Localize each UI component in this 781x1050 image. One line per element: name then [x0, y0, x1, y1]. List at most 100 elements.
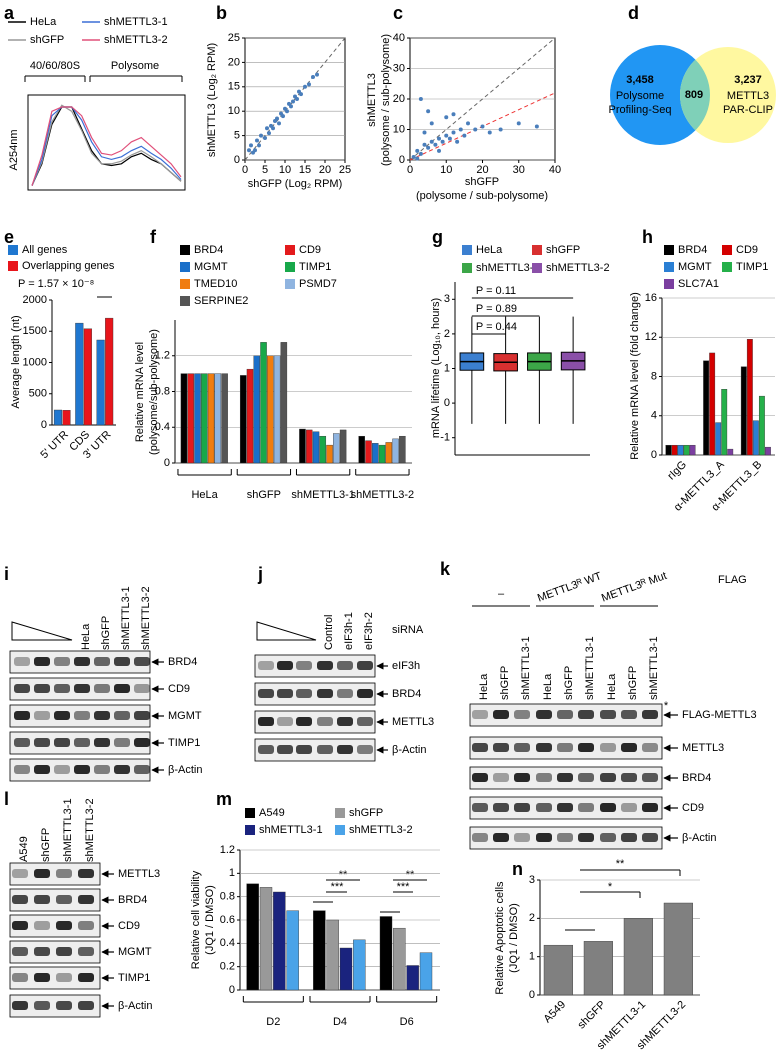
blot-band: [74, 684, 90, 693]
panel-letter: e: [4, 227, 14, 247]
y-axis-label: shMETTL3: [366, 73, 378, 127]
blot-band: [56, 895, 72, 904]
blot-band: [493, 803, 509, 812]
panel-letter: g: [432, 227, 443, 247]
blot-band: [74, 711, 90, 720]
point: [255, 138, 259, 143]
blot-band: [277, 745, 293, 754]
blot-band: [514, 773, 530, 782]
blot-band: [277, 689, 293, 698]
legend-label: HeLa: [30, 16, 57, 28]
dilution-triangle: [256, 621, 317, 641]
blot-band: [337, 745, 353, 754]
y-tick-label: 0: [234, 154, 240, 166]
y-tick-label: 15: [228, 81, 240, 93]
legend-label: MGMT: [194, 261, 228, 273]
blot-band: [34, 711, 50, 720]
bar: [326, 444, 333, 464]
point: [487, 130, 492, 135]
blot-band: [56, 1001, 72, 1010]
blot-band: [114, 711, 130, 720]
bar: [333, 433, 340, 464]
blot-band: [56, 973, 72, 982]
venn-set: [680, 47, 776, 143]
y-tick-label: 1500: [23, 325, 47, 337]
legend-swatch: [664, 262, 674, 272]
lane-label: shGFP: [499, 666, 511, 700]
blot-band: [557, 743, 573, 752]
y-tick-label: 30: [393, 62, 405, 74]
bar: [259, 887, 273, 991]
blot-strip: [9, 862, 101, 886]
blot-band: [472, 743, 488, 752]
y-tick-label: 0.8: [155, 385, 170, 397]
x-tick-label: 0: [242, 164, 248, 176]
point: [426, 109, 431, 114]
blot-band: [578, 710, 594, 719]
band-label: β-Actin: [118, 1000, 152, 1012]
point: [422, 142, 427, 147]
legend-swatch: [180, 279, 190, 289]
y-axis-label: Average length (nt): [10, 315, 22, 408]
point: [307, 82, 311, 87]
bar: [299, 428, 306, 464]
blot-band: [56, 921, 72, 930]
point: [437, 148, 441, 153]
blot-band: [536, 710, 552, 719]
band-label: TIMP1: [118, 972, 150, 984]
bar: [727, 448, 734, 456]
annotation: ***: [397, 881, 411, 893]
legend-label: TIMP1: [736, 261, 768, 273]
x-tick-label: 15: [299, 164, 311, 176]
legend-swatch: [8, 261, 18, 271]
blot-band: [317, 689, 333, 698]
blot-band: [472, 773, 488, 782]
venn-label: PAR-CLIP: [723, 104, 773, 116]
lane-label: shMETTL3-1: [120, 586, 132, 650]
x-tick-label: 10: [440, 164, 452, 176]
blot-band: [557, 803, 573, 812]
point: [418, 97, 423, 101]
bar: [83, 328, 92, 426]
y-tick-label: 20: [393, 93, 405, 105]
annotation: Polysome: [111, 60, 159, 72]
blot-band: [54, 657, 70, 666]
blot-band: [557, 710, 573, 719]
y-axis-label: mRNA lifetime (Log₁₀, hours): [430, 298, 442, 438]
blot-band: [472, 710, 488, 719]
y-tick-label: 0: [229, 984, 235, 996]
bar: [746, 339, 753, 456]
bar: [385, 442, 393, 464]
legend-label: CD9: [299, 244, 321, 256]
blot-band: [56, 869, 72, 878]
legend-swatch: [180, 296, 190, 306]
point: [315, 72, 319, 77]
lane-label: eIF3h-1: [343, 612, 355, 650]
lane-label: HeLa: [606, 673, 618, 700]
band-label: MGMT: [118, 946, 152, 958]
annotation: 40/60/80S: [30, 60, 80, 72]
x-tick-label: shGFP: [247, 489, 281, 501]
blot-band: [14, 738, 30, 747]
panel-letter: b: [216, 3, 227, 23]
blot-strip: [9, 914, 101, 938]
legend-label: shMETTL3-1: [259, 824, 323, 836]
blot-band: [12, 921, 28, 930]
point: [418, 151, 423, 156]
blot-band: [54, 711, 70, 720]
blot-band: [94, 684, 110, 693]
x-tick-label: rIgG: [665, 459, 689, 483]
blot-band: [642, 773, 658, 782]
blot-band: [600, 803, 616, 812]
blot-band: [134, 657, 150, 666]
trace: [31, 104, 182, 186]
y-tick-label: 0.4: [220, 937, 235, 949]
point: [295, 97, 299, 101]
lane-label: HeLa: [478, 673, 490, 700]
annotation: P = 1.57 × 10⁻⁸: [18, 278, 94, 290]
blot-band: [258, 661, 274, 670]
point: [444, 115, 449, 120]
blot-band: [493, 743, 509, 752]
legend-label: CD9: [736, 244, 758, 256]
blot-band: [114, 657, 130, 666]
